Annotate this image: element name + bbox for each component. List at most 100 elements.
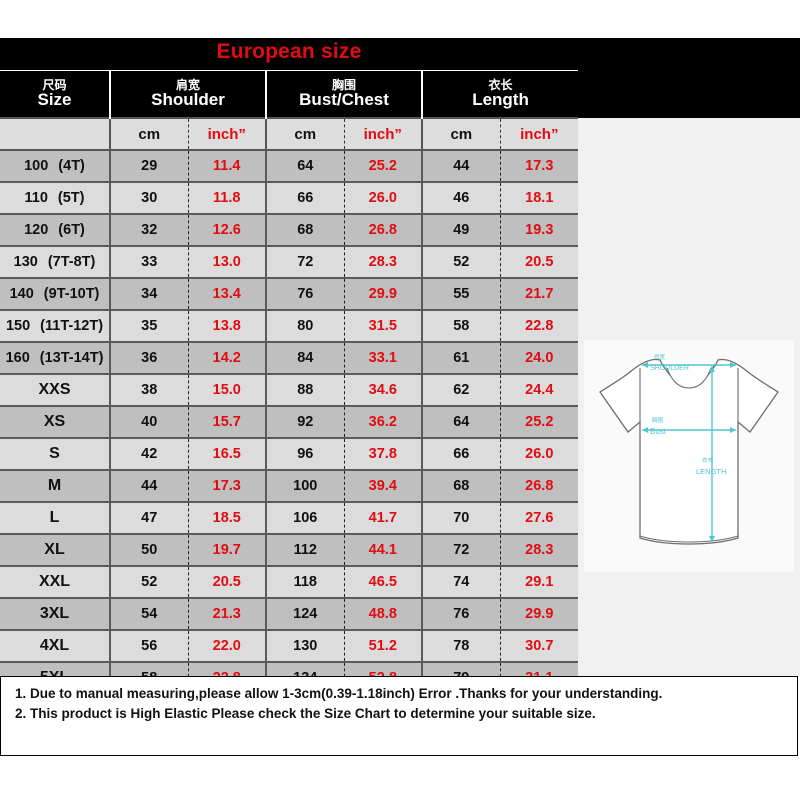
size-code: 110 [24,190,48,206]
col-group-size-en: Size [37,90,72,110]
cell-size: L [0,502,111,535]
cell-bust-inch: 48.8 [344,598,424,631]
cell-bust-cm: 76 [266,278,345,311]
cell-shoulder-inch: 13.8 [188,310,268,343]
cell-shoulder-cm: 32 [110,214,189,247]
bust-label-cn: 胸围 [652,416,664,424]
table-row: XXL 52 20.5 118 46.5 74 29.1 [0,566,579,599]
cell-size: XS [0,406,111,439]
note-line-1: 1. Due to manual measuring,please allow … [15,686,663,701]
group-header-row: 尺码 Size 肩宽 Shoulder 胸围 Bust/Chest 衣长 Len… [0,70,579,118]
col-group-size: 尺码 Size [0,70,111,118]
col-group-shoulder-cn: 肩宽 [176,77,201,92]
tshirt-diagram-card: 肩宽 SHOULDER 胸围 Bust 衣长 LENGT [584,340,794,572]
cell-size: 100 (4T) [0,150,111,183]
unit-bust-inch: inch” [344,117,424,151]
size-age-alt: (11T-12T) [40,318,104,334]
col-group-length-cn: 衣长 [488,77,513,92]
cell-bust-inch: 44.1 [344,534,424,567]
footer-notes: 1. Due to manual measuring,please allow … [0,676,798,756]
size-code: 120 [24,222,49,238]
cell-length-cm: 62 [422,374,501,407]
size-code: 160 [5,350,30,366]
diagram-panel: 肩宽 SHOULDER 胸围 Bust 衣长 LENGT [578,118,800,677]
cell-bust-inch: 34.6 [344,374,424,407]
cell-bust-cm: 112 [266,534,345,567]
col-group-bust: 胸围 Bust/Chest [266,70,424,118]
length-measure-annotation: 衣长 LENGTH [696,366,726,542]
cell-shoulder-cm: 33 [110,246,189,279]
cell-size: 140 (9T-10T) [0,278,111,311]
cell-shoulder-inch: 19.7 [188,534,268,567]
cell-length-inch: 24.4 [500,374,579,407]
cell-shoulder-cm: 47 [110,502,189,535]
cell-shoulder-inch: 13.4 [188,278,268,311]
cell-shoulder-cm: 36 [110,342,189,375]
cell-shoulder-inch: 18.5 [188,502,268,535]
cell-bust-cm: 92 [266,406,345,439]
table-row: S 42 16.5 96 37.8 66 26.0 [0,438,579,471]
unit-length-cm: cm [422,117,501,151]
cell-length-cm: 66 [422,438,501,471]
cell-bust-cm: 80 [266,310,345,343]
cell-shoulder-inch: 14.2 [188,342,268,375]
tshirt-diagram-svg: 肩宽 SHOULDER 胸围 Bust 衣长 LENGT [584,340,794,572]
cell-length-cm: 72 [422,534,501,567]
table-row: 110 (5T) 30 11.8 66 26.0 46 18.1 [0,182,579,215]
cell-length-cm: 78 [422,630,501,663]
cell-bust-inch: 39.4 [344,470,424,503]
size-age-alt: (5T) [57,190,85,206]
cell-shoulder-inch: 13.0 [188,246,268,279]
cell-shoulder-cm: 35 [110,310,189,343]
cell-length-cm: 76 [422,598,501,631]
table-row: 160 (13T-14T) 36 14.2 84 33.1 61 24.0 [0,342,579,375]
bust-label-en: Bust [650,427,667,436]
cell-bust-inch: 26.0 [344,182,424,215]
size-age-alt: (9T-10T) [43,286,100,302]
cell-shoulder-cm: 34 [110,278,189,311]
cell-size: XXS [0,374,111,407]
cell-length-cm: 58 [422,310,501,343]
cell-bust-inch: 51.2 [344,630,424,663]
cell-length-cm: 61 [422,342,501,375]
cell-length-cm: 49 [422,214,501,247]
cell-shoulder-cm: 30 [110,182,189,215]
col-group-length-en: Length [472,90,529,110]
cell-shoulder-cm: 56 [110,630,189,663]
cell-bust-inch: 36.2 [344,406,424,439]
cell-length-inch: 30.7 [500,630,579,663]
cell-bust-cm: 72 [266,246,345,279]
unit-blank [0,117,111,151]
bust-measure-annotation: 胸围 Bust [642,416,736,436]
col-group-length: 衣长 Length [422,70,579,118]
table-header: 尺码 Size 肩宽 Shoulder 胸围 Bust/Chest 衣长 Len… [0,70,579,151]
cell-bust-cm: 84 [266,342,345,375]
table-row: 100 (4T) 29 11.4 64 25.2 44 17.3 [0,150,579,183]
cell-bust-inch: 29.9 [344,278,424,311]
cell-size: 3XL [0,598,111,631]
size-age-alt: (7T-8T) [47,254,96,270]
cell-shoulder-cm: 29 [110,150,189,183]
cell-shoulder-cm: 52 [110,566,189,599]
cell-length-inch: 28.3 [500,534,579,567]
cell-bust-inch: 28.3 [344,246,424,279]
cell-length-inch: 18.1 [500,182,579,215]
cell-size: S [0,438,111,471]
cell-shoulder-inch: 11.8 [188,182,268,215]
cell-length-inch: 27.6 [500,502,579,535]
table-row: 150 (11T-12T) 35 13.8 80 31.5 58 22.8 [0,310,579,343]
cell-size: 110 (5T) [0,182,111,215]
cell-shoulder-inch: 21.3 [188,598,268,631]
chart-stage: European size 肩宽 [0,38,800,727]
col-group-shoulder: 肩宽 Shoulder [110,70,268,118]
cell-bust-cm: 118 [266,566,345,599]
size-code: 100 [24,158,49,174]
cell-bust-inch: 37.8 [344,438,424,471]
cell-bust-inch: 26.8 [344,214,424,247]
cell-size: 130 (7T-8T) [0,246,111,279]
cell-shoulder-cm: 44 [110,470,189,503]
cell-bust-cm: 68 [266,214,345,247]
cell-size: XL [0,534,111,567]
tshirt-collar-inner [666,367,712,389]
cell-bust-cm: 64 [266,150,345,183]
